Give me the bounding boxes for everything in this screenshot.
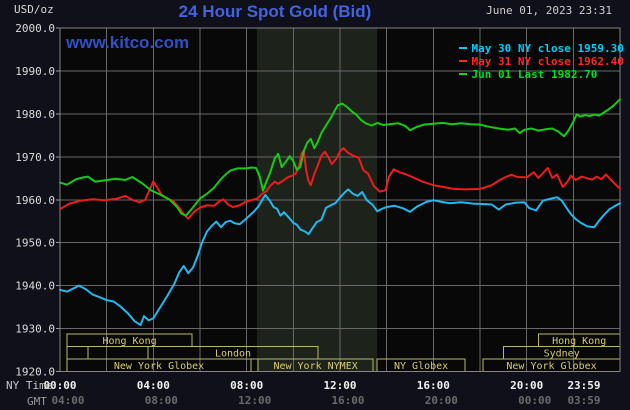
legend-dash-icon xyxy=(458,47,467,49)
x-tick-label-ny: 16:00 xyxy=(417,379,450,392)
x-tick-label-gmt: 04:00 xyxy=(51,394,84,407)
session-label: Sydney xyxy=(544,349,580,360)
legend-dash-icon xyxy=(458,73,467,75)
y-tick-label: 1980.0 xyxy=(15,108,55,121)
legend-row-may31: May 31 NY close 1962.40 xyxy=(432,42,624,68)
x-tick-label-ny: 20:00 xyxy=(510,379,543,392)
chart-datetime: June 01, 2023 23:31 xyxy=(486,4,612,17)
x-tick-label-ny: 00:00 xyxy=(43,379,76,392)
legend-label-may30: May 30 NY close 1959.30 xyxy=(471,42,624,55)
x-tick-label-ny: 12:00 xyxy=(323,379,356,392)
y-tick-label: 1990.0 xyxy=(15,65,55,78)
x-tick-label-gmt: 00:00 xyxy=(518,394,551,407)
session-label: New York NYMEX xyxy=(273,361,357,372)
x-tick-label-gmt: 16:00 xyxy=(331,394,364,407)
x-tick-label-ny: 23:59 xyxy=(567,379,600,392)
plot-frame xyxy=(59,27,621,372)
y-tick-label: 1950.0 xyxy=(15,237,55,250)
y-tick-label: 2000.0 xyxy=(15,22,55,35)
y-tick-label: 1930.0 xyxy=(15,323,55,336)
x-tick-label-ny: 04:00 xyxy=(137,379,170,392)
legend-row-jun01: Jun 01 Last 1982.70 xyxy=(432,55,597,81)
session-label: London xyxy=(215,349,251,360)
series-may31-line xyxy=(59,147,621,220)
session-label: Hong Kong xyxy=(552,336,606,347)
session-label: New York Globex xyxy=(506,361,596,372)
x-axis-row1-label: NY Time xyxy=(6,379,53,392)
y-tick-label: 1940.0 xyxy=(15,280,55,293)
session-label: New York Globex xyxy=(114,361,204,372)
y-tick-label: 1970.0 xyxy=(15,151,55,164)
y-tick-label: 1920.0 xyxy=(15,366,55,379)
series-jun01-line xyxy=(59,98,621,217)
legend-dash-icon xyxy=(458,60,467,62)
session-label: NY Globex xyxy=(394,361,448,372)
legend-label-jun01: Jun 01 Last 1982.70 xyxy=(471,68,598,81)
legend-row-may30: May 30 NY close 1959.30 xyxy=(432,29,624,55)
x-tick-label-ny: 08:00 xyxy=(230,379,263,392)
y-tick-label: 1960.0 xyxy=(15,194,55,207)
legend-label-may31: May 31 NY close 1962.40 xyxy=(471,55,624,68)
x-tick-label-gmt: 20:00 xyxy=(425,394,458,407)
x-tick-label-gmt: 12:00 xyxy=(238,394,271,407)
y-axis-unit-label: USD/oz xyxy=(14,3,54,16)
series-may30-line xyxy=(59,188,621,327)
page-title: 24 Hour Spot Gold (Bid) xyxy=(178,2,372,21)
kitco-watermark-link[interactable]: www.kitco.com xyxy=(66,33,190,52)
x-tick-label-gmt: 08:00 xyxy=(145,394,178,407)
x-axis-row2-label: GMT xyxy=(27,395,47,408)
session-label: Hong Kong xyxy=(102,336,156,347)
x-tick-label-gmt: 03:59 xyxy=(567,394,600,407)
